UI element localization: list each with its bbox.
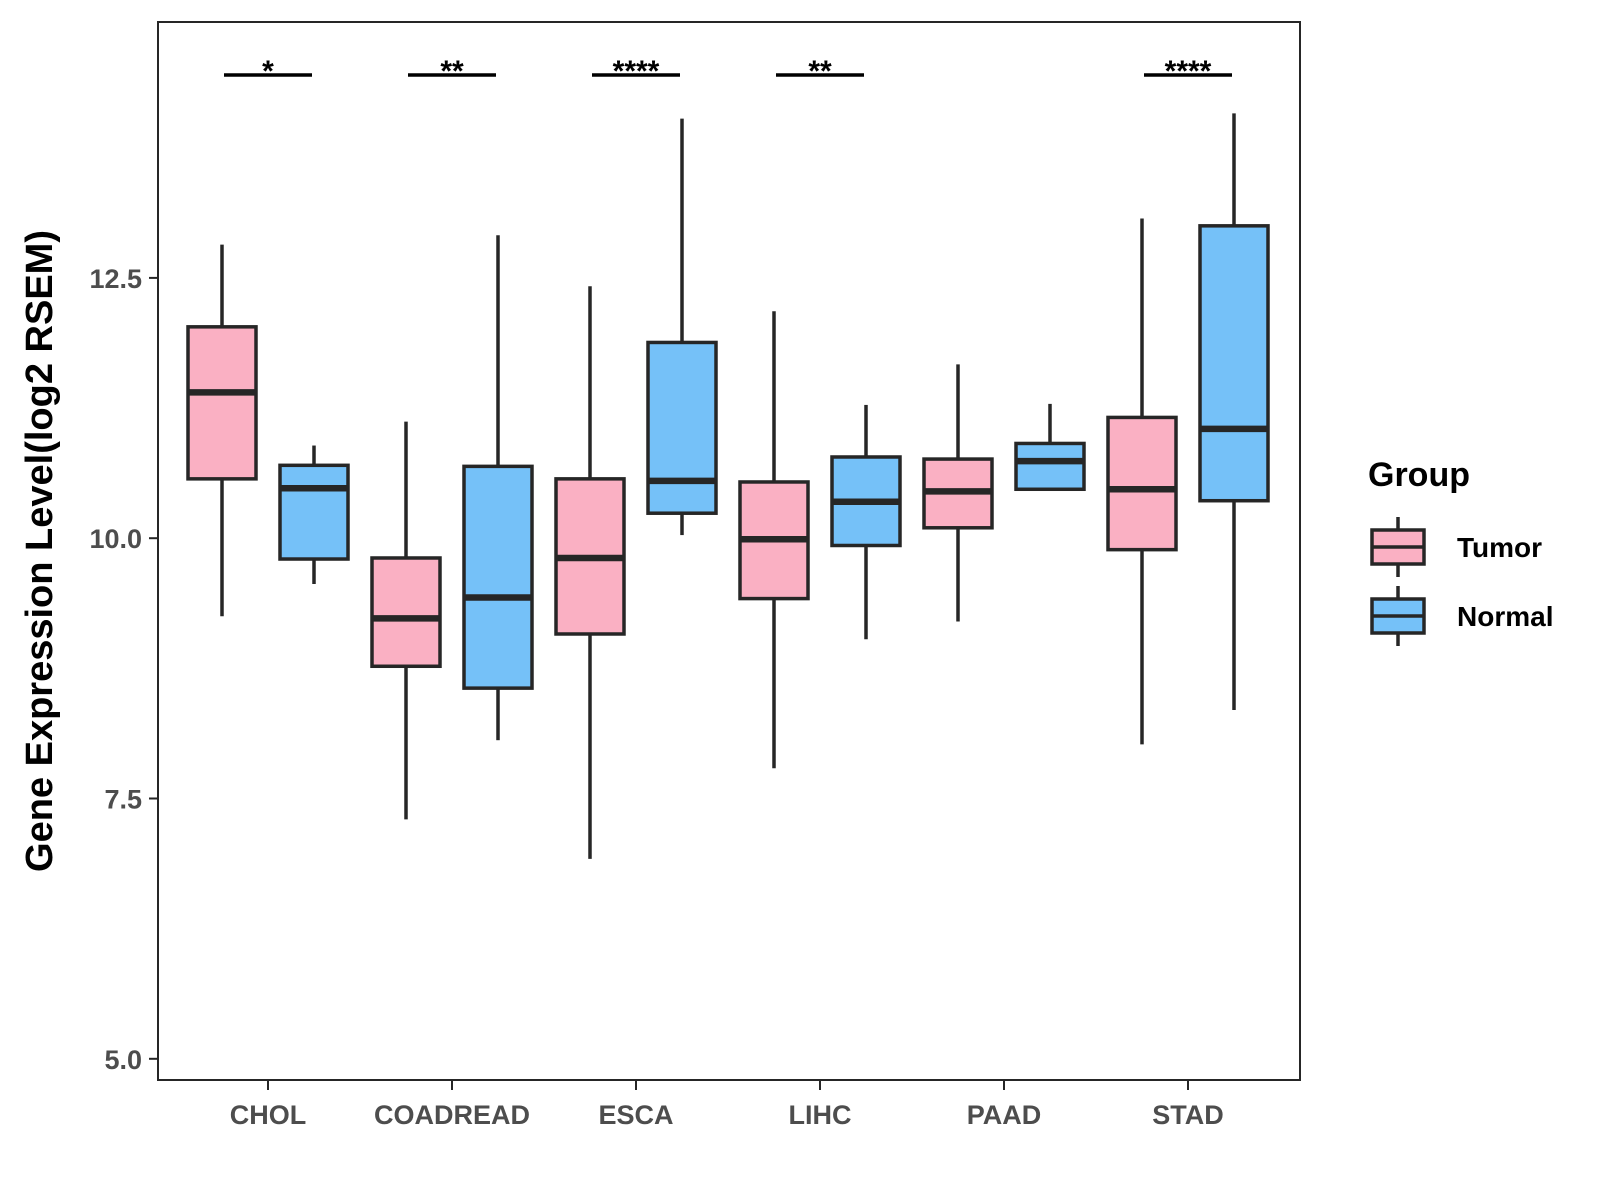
- y-tick-label: 7.5: [104, 785, 142, 815]
- box-body: [1198, 224, 1270, 503]
- boxes: [186, 113, 1270, 859]
- legend-label-normal: Normal: [1457, 601, 1553, 632]
- legend-key-normal: [1370, 586, 1426, 646]
- y-axis-title: Gene Expression Level(log2 RSEM): [19, 230, 61, 872]
- y-axis: 5.0 7.5 10.0 12.5: [89, 264, 158, 1075]
- box-normal-coadread: [462, 235, 534, 741]
- x-tick-label: CHOL: [230, 1100, 307, 1130]
- significance-label: ****: [1165, 55, 1212, 88]
- box-normal-paad: [1014, 403, 1086, 492]
- box-body: [462, 464, 534, 690]
- box-body: [370, 556, 442, 669]
- legend-key-tumor: [1370, 517, 1426, 577]
- significance-label: *: [262, 55, 274, 88]
- x-axis: CHOL COADREAD ESCA LIHC PAAD STAD: [230, 1080, 1224, 1130]
- y-tick-label: 12.5: [89, 264, 142, 294]
- legend-title: Group: [1368, 456, 1470, 494]
- x-tick-label: PAAD: [967, 1100, 1042, 1130]
- x-tick-label: LIHC: [789, 1100, 852, 1130]
- significance-label: ****: [613, 55, 660, 88]
- box-body: [278, 463, 350, 561]
- legend-label-tumor: Tumor: [1457, 532, 1542, 563]
- significance-label: **: [808, 55, 832, 88]
- box-normal-stad: [1198, 113, 1270, 710]
- box-body: [186, 325, 258, 481]
- box-normal-lihc: [830, 404, 902, 640]
- box-tumor-esca: [554, 286, 626, 859]
- legend: Group Tumor Normal: [1368, 456, 1553, 646]
- box-tumor-lihc: [738, 311, 810, 769]
- box-normal-esca: [646, 118, 718, 536]
- significance-brackets: * ** **** ** ****: [224, 55, 1232, 88]
- box-tumor-paad: [922, 364, 994, 622]
- x-tick-label: COADREAD: [374, 1100, 530, 1130]
- box-tumor-coadread: [370, 421, 442, 820]
- x-tick-label: ESCA: [598, 1100, 673, 1130]
- box-tumor-stad: [1106, 218, 1178, 745]
- box-body: [1014, 441, 1086, 492]
- significance-label: **: [440, 55, 464, 88]
- box-normal-chol: [278, 445, 350, 585]
- y-tick-label: 10.0: [89, 524, 142, 554]
- box-body: [1106, 415, 1178, 552]
- x-tick-label: STAD: [1152, 1100, 1224, 1130]
- y-tick-label: 5.0: [104, 1045, 142, 1075]
- box-tumor-chol: [186, 244, 258, 617]
- box-body: [646, 340, 718, 515]
